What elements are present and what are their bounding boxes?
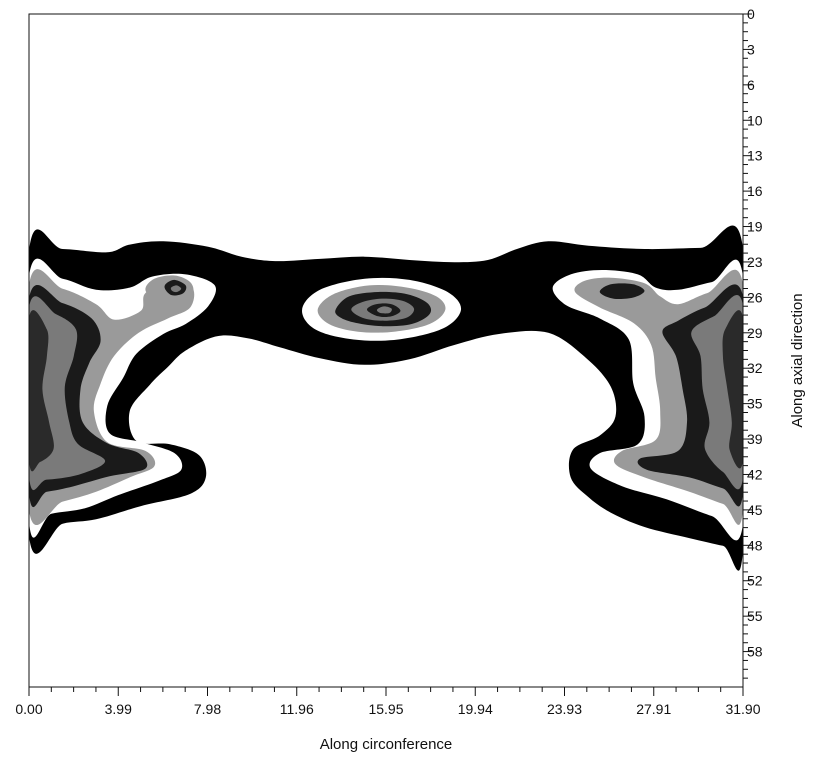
x-tick-label: 19.94	[458, 701, 493, 717]
y-tick-label: 13	[747, 148, 763, 164]
contour-region-left-core	[29, 310, 54, 472]
x-tick-label: 31.90	[725, 701, 760, 717]
x-tick-label: 0.00	[15, 701, 42, 717]
contour-region-right-core	[722, 310, 743, 469]
y-tick-label: 26	[747, 289, 763, 305]
x-tick-label: 15.95	[368, 701, 403, 717]
y-tick-label: 52	[747, 573, 763, 589]
contour-region-left-spot-core	[170, 285, 182, 293]
y-axis: 0 3 6 10 13 16 19 23 26 29 32 35 39 42 45 48 52 55 58	[743, 6, 763, 679]
y-tick-label: 3	[747, 41, 755, 57]
y-tick-label: 42	[747, 466, 763, 482]
x-tick-label: 23.93	[547, 701, 582, 717]
x-axis: 0.00 3.99 7.98 11.96 15.95 19.94 23.93 27.91 31.…	[15, 687, 761, 717]
y-tick-label: 45	[747, 502, 763, 518]
y-tick-label: 6	[747, 77, 755, 93]
y-tick-label: 39	[747, 431, 763, 447]
y-tick-label: 35	[747, 396, 763, 412]
y-tick-label: 48	[747, 537, 763, 553]
y-tick-label: 58	[747, 644, 763, 660]
contour-regions	[29, 225, 743, 571]
y-tick-label: 55	[747, 608, 763, 624]
y-axis-title: Along axial direction	[789, 293, 806, 427]
y-tick-label: 16	[747, 183, 763, 199]
y-tick-label: 19	[747, 219, 763, 235]
x-tick-label: 3.99	[105, 701, 132, 717]
x-tick-label: 27.91	[636, 701, 671, 717]
y-tick-label: 23	[747, 254, 763, 270]
x-tick-label: 7.98	[194, 701, 221, 717]
x-tick-label: 11.96	[280, 701, 314, 717]
contour-region-right-spot	[599, 283, 645, 300]
x-axis-title: Along circonference	[320, 736, 453, 753]
contour-region-main-band	[29, 225, 743, 571]
y-tick-label: 29	[747, 325, 763, 341]
contour-region-center-ring-6	[376, 306, 392, 314]
y-tick-label: 0	[747, 6, 755, 22]
y-tick-label: 10	[747, 112, 763, 128]
y-tick-label: 32	[747, 360, 763, 376]
